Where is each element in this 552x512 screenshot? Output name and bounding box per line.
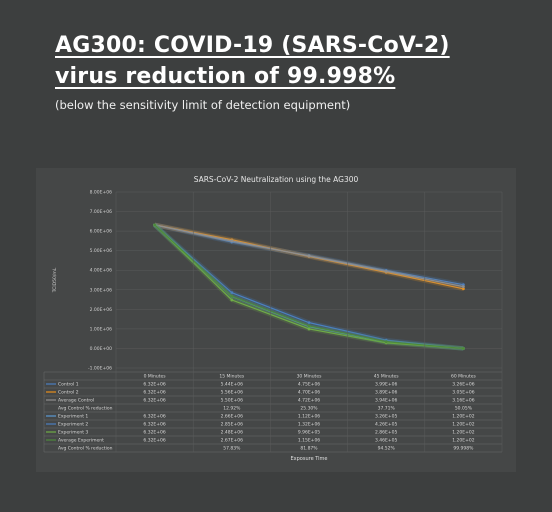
chart-title: SARS-CoV-2 Neutralization using the AG30… <box>193 175 359 184</box>
table-cell: 5.56E+06 <box>221 390 243 396</box>
table-cell: 3.46E+05 <box>375 438 397 444</box>
table-cell: 57.83% <box>223 446 241 452</box>
table-cell: 1.20E+02 <box>452 430 474 436</box>
x-axis-label: Exposure Time <box>291 456 328 462</box>
data-point <box>462 347 465 350</box>
table-cell: 3.94E+06 <box>375 398 397 404</box>
data-point <box>307 254 311 258</box>
table-cell: 2.86E+05 <box>375 430 397 436</box>
table-row-label: Experiment 3 <box>58 430 88 436</box>
data-point <box>230 294 234 298</box>
table-row-label: Experiment 2 <box>58 422 88 428</box>
table-row-label: Avg Control % reduction <box>58 406 113 412</box>
y-axis-label: TCID50/mL <box>52 267 58 293</box>
table-cell: 99.998% <box>453 446 474 452</box>
y-tick-label: 8.00E+06 <box>90 190 112 196</box>
table-cell: 4.26E+05 <box>375 422 397 428</box>
y-tick-label: -1.00E+06 <box>88 366 112 372</box>
table-cell: 5.50E+06 <box>221 398 243 404</box>
data-point <box>384 340 388 344</box>
table-cell: 6.32E+06 <box>143 398 165 404</box>
table-row-label: Control 2 <box>58 390 79 396</box>
table-cell: 9.96E+05 <box>298 430 320 436</box>
data-point <box>230 239 234 243</box>
data-point <box>153 223 156 227</box>
table-cell: 3.16E+06 <box>452 398 474 404</box>
chart-svg: -1.00E+06 0.00E+00 1.00E+06 2.00E+06 3.00E+0… <box>43 190 503 462</box>
y-tick-label: 5.00E+06 <box>90 248 112 254</box>
category-label: 0 Minutes <box>144 374 167 380</box>
data-point <box>307 321 311 325</box>
data-point <box>307 327 311 331</box>
headline-line-1: AG300: COVID-19 (SARS-CoV-2) <box>55 33 450 58</box>
table-cell: 3.26E+05 <box>375 414 397 420</box>
table-cell: 4.75E+06 <box>298 382 320 388</box>
headline-subline: (below the sensitivity limit of detectio… <box>55 98 351 112</box>
table-cell: 6.32E+06 <box>143 382 165 388</box>
table-cell: 2.66E+06 <box>221 414 243 420</box>
table-row-label: Control 1 <box>58 382 79 388</box>
table-cell: 6.32E+06 <box>143 390 165 396</box>
data-point <box>230 291 234 295</box>
table-cell: 1.15E+06 <box>298 438 320 444</box>
table-cell: 1.20E+02 <box>452 422 474 428</box>
y-tick-label: 4.00E+06 <box>90 268 112 274</box>
table-cell: 5.44E+06 <box>221 382 243 388</box>
y-tick-label: 7.00E+06 <box>90 209 112 215</box>
data-point <box>462 283 465 287</box>
data-point <box>462 285 465 289</box>
table-cell: 2.48E+06 <box>221 430 243 436</box>
category-label: 45 Minutes <box>374 374 400 380</box>
category-label: 30 Minutes <box>297 374 323 380</box>
table-cell: 3.99E+06 <box>375 382 397 388</box>
table-cell: 6.32E+06 <box>143 438 165 444</box>
table-cell: 4.70E+06 <box>298 390 320 396</box>
headline-line-2: virus reduction of 99.998% <box>55 64 396 89</box>
data-point <box>462 287 465 291</box>
table-cell: 1.32E+06 <box>298 422 320 428</box>
table-cell: 1.12E+06 <box>298 414 320 420</box>
table-cell: 3.05E+06 <box>452 390 474 396</box>
table-cell: 12.92% <box>223 406 241 412</box>
y-tick-label: 3.00E+06 <box>90 287 112 293</box>
table-row-label: Average Experiment <box>58 438 104 444</box>
table-cell: 2.67E+06 <box>221 438 243 444</box>
category-label: 60 Minutes <box>451 374 477 380</box>
y-tick-label: 0.00E+00 <box>90 346 112 352</box>
table-cell: 37.71% <box>378 406 396 412</box>
table-row-label: Average Control <box>58 398 94 404</box>
table-cell: 6.32E+06 <box>143 430 165 436</box>
table-cell: 3.89E+06 <box>375 390 397 396</box>
chart-panel: SARS-CoV-2 Neutralization using the AG30… <box>36 168 516 472</box>
y-tick-label: 6.00E+06 <box>90 229 112 235</box>
y-tick-label: 2.00E+06 <box>90 307 112 313</box>
table-cell: 3.26E+06 <box>452 382 474 388</box>
table-cell: 94.52% <box>378 446 396 452</box>
headline: AG300: COVID-19 (SARS-CoV-2) virus reduc… <box>55 30 535 112</box>
table-row-label: Experiment 1 <box>58 414 88 420</box>
table-cell: 81.87% <box>300 446 318 452</box>
table-cell: 1.20E+02 <box>452 414 474 420</box>
table-cell: 6.32E+06 <box>143 414 165 420</box>
y-tick-label: 1.00E+06 <box>90 326 112 332</box>
table-cell: 2.85E+06 <box>221 422 243 428</box>
table-cell: 6.32E+06 <box>143 422 165 428</box>
table-row-label: Avg Control % reduction <box>58 446 113 452</box>
category-label: 15 Minutes <box>219 374 245 380</box>
table-cell: 4.72E+06 <box>298 398 320 404</box>
data-point <box>384 269 388 273</box>
data-point <box>307 324 311 328</box>
data-point <box>230 298 234 302</box>
table-cell: 50.05% <box>455 406 473 412</box>
table-cell: 1.20E+02 <box>452 438 474 444</box>
table-cell: 25.30% <box>300 406 318 412</box>
